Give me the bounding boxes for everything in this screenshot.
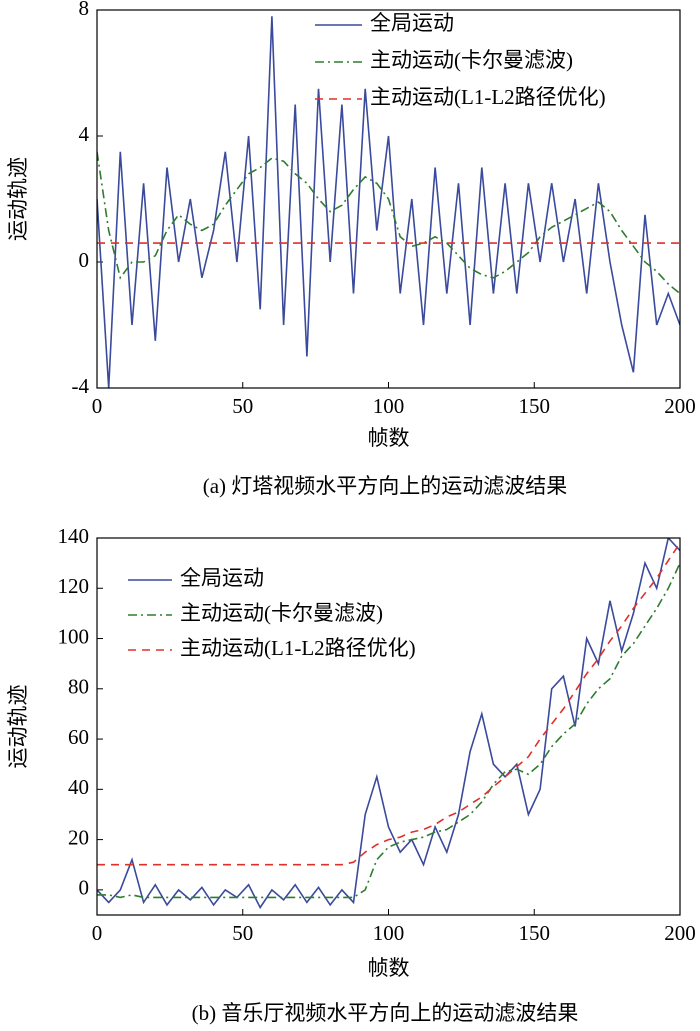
x-tick-label: 100 xyxy=(373,394,405,418)
y-tick-label: 80 xyxy=(68,675,89,699)
legend-label: 主动运动(卡尔曼滤波) xyxy=(180,601,383,625)
legend-label: 主动运动(L1-L2路径优化) xyxy=(370,85,606,109)
lines xyxy=(97,16,680,388)
x-tick-label: 200 xyxy=(664,921,696,945)
x-tick-label: 150 xyxy=(519,921,551,945)
y-tick-label: 120 xyxy=(58,574,90,598)
series-line xyxy=(97,542,680,866)
series-line xyxy=(97,151,680,295)
series-line xyxy=(97,538,680,910)
y-tick-label: 0 xyxy=(79,876,90,900)
caption: (b) 音乐厅视频水平方向上的运动滤波结果 xyxy=(192,1001,579,1025)
caption: (a) 灯塔视频水平方向上的运动滤波结果 xyxy=(203,474,568,498)
x-tick-label: 150 xyxy=(519,394,551,418)
y-tick-label: 20 xyxy=(68,825,89,849)
x-tick-label: 50 xyxy=(232,921,253,945)
y-tick-label: 140 xyxy=(58,524,90,548)
lines xyxy=(97,538,680,910)
y-tick-label: 8 xyxy=(79,0,90,20)
legend-label: 主动运动(卡尔曼滤波) xyxy=(370,48,573,72)
legend-label: 主动运动(L1-L2路径优化) xyxy=(180,636,416,660)
x-tick-label: 0 xyxy=(92,394,103,418)
x-axis-label: 帧数 xyxy=(368,426,410,450)
y-tick-label: 100 xyxy=(58,624,90,648)
y-tick-label: -4 xyxy=(72,374,90,398)
series-line xyxy=(97,16,680,388)
y-axis-label: 运动轨迹 xyxy=(6,685,30,769)
plot-frame xyxy=(96,9,681,389)
y-tick-label: 4 xyxy=(79,122,90,146)
x-axis-label: 帧数 xyxy=(368,956,410,980)
y-tick-label: 0 xyxy=(79,248,90,272)
y-tick-label: 60 xyxy=(68,725,89,749)
plot-frame xyxy=(96,537,681,916)
x-tick-label: 200 xyxy=(664,394,696,418)
legend-label: 全局运动 xyxy=(180,566,264,590)
subplot: 0 50 100 150 200 0 20 40 60 80 100 120 140 全局运动主动运动(卡… xyxy=(6,524,696,1025)
x-tick-label: 50 xyxy=(232,394,253,418)
y-tick-label: 40 xyxy=(68,775,89,799)
x-tick-label: 100 xyxy=(373,921,405,945)
legend-label: 全局运动 xyxy=(370,11,454,35)
x-tick-label: 0 xyxy=(92,921,103,945)
series-line xyxy=(97,562,680,899)
subplot: 0 50 100 150 200-4048全局运动主动运动(卡尔曼滤波)主动运动(L1-… xyxy=(6,0,696,498)
y-axis-label: 运动轨迹 xyxy=(6,157,30,241)
